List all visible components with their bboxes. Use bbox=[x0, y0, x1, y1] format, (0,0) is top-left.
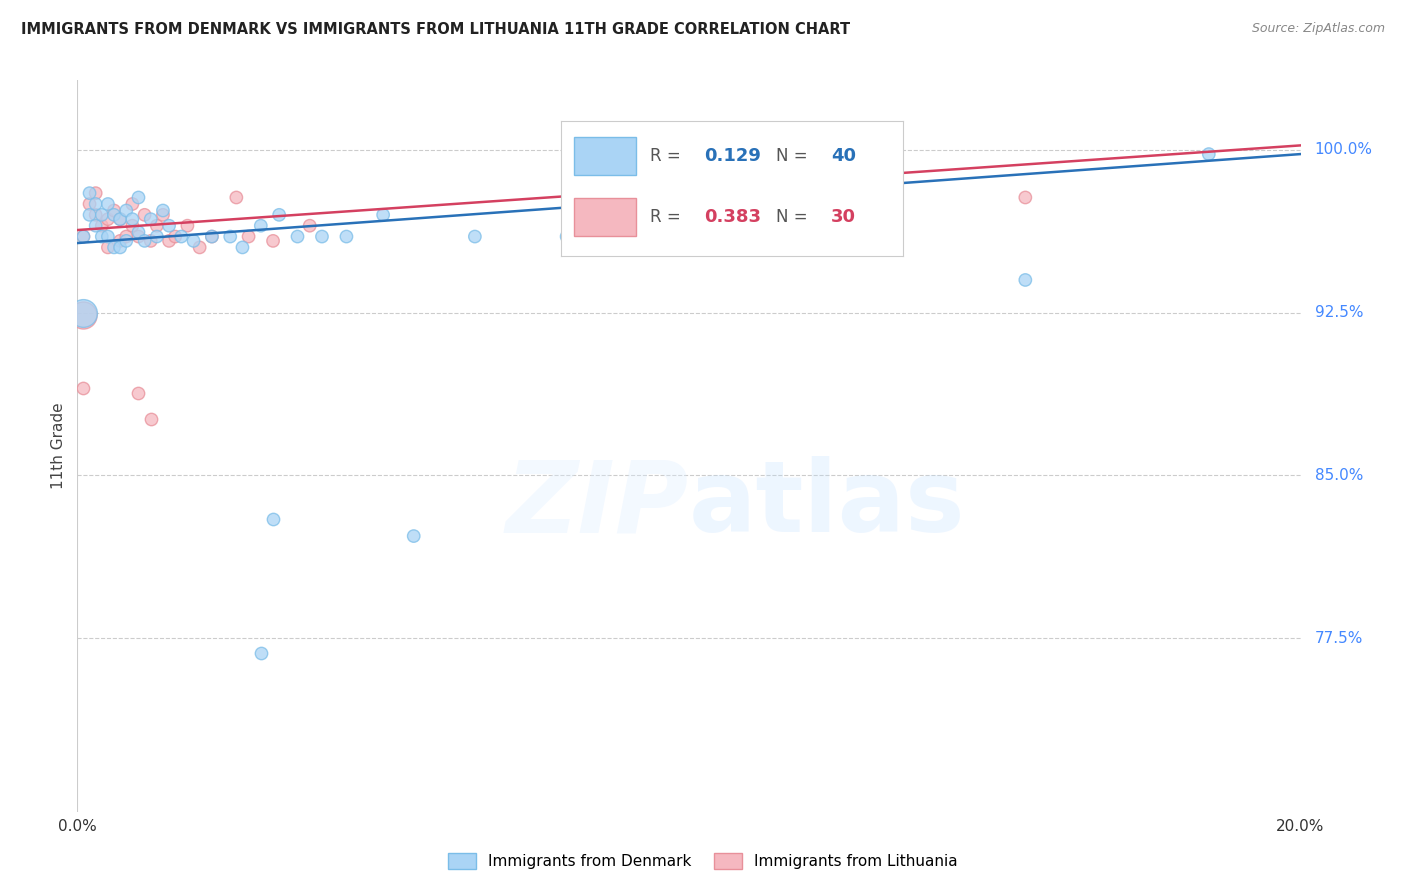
Point bbox=[103, 208, 125, 222]
Point bbox=[269, 208, 291, 222]
Point bbox=[238, 229, 260, 244]
Point bbox=[183, 234, 205, 248]
Point bbox=[146, 219, 169, 233]
Point bbox=[72, 229, 94, 244]
Point bbox=[90, 229, 112, 244]
Point bbox=[188, 240, 211, 254]
Point bbox=[84, 197, 107, 211]
Point bbox=[371, 208, 394, 222]
Text: Source: ZipAtlas.com: Source: ZipAtlas.com bbox=[1251, 22, 1385, 36]
Point bbox=[464, 229, 486, 244]
Point bbox=[139, 234, 162, 248]
Point bbox=[311, 229, 333, 244]
Point bbox=[287, 229, 309, 244]
Point bbox=[127, 385, 149, 400]
Point bbox=[134, 208, 156, 222]
Point bbox=[90, 219, 112, 233]
Point bbox=[146, 229, 169, 244]
Point bbox=[79, 197, 101, 211]
Point bbox=[1014, 190, 1036, 204]
Point bbox=[170, 229, 193, 244]
Text: 100.0%: 100.0% bbox=[1315, 142, 1372, 157]
Point bbox=[152, 203, 174, 218]
Point bbox=[1198, 147, 1220, 161]
Point bbox=[97, 240, 120, 254]
Point bbox=[108, 240, 131, 254]
Point bbox=[121, 219, 143, 233]
Text: 77.5%: 77.5% bbox=[1315, 631, 1362, 646]
Point bbox=[84, 219, 107, 233]
Text: R =: R = bbox=[650, 146, 681, 165]
Text: N =: N = bbox=[776, 146, 808, 165]
Point bbox=[139, 412, 162, 426]
Point bbox=[103, 203, 125, 218]
Text: N =: N = bbox=[776, 208, 808, 226]
Text: ZIP: ZIP bbox=[506, 456, 689, 553]
Point bbox=[225, 190, 247, 204]
Text: 0.129: 0.129 bbox=[704, 146, 761, 165]
Point bbox=[402, 529, 425, 543]
Point bbox=[176, 219, 198, 233]
Point bbox=[79, 208, 101, 222]
Point bbox=[157, 219, 180, 233]
Point bbox=[335, 229, 357, 244]
Point bbox=[72, 382, 94, 396]
Point bbox=[127, 229, 149, 244]
Point bbox=[127, 225, 149, 239]
Legend: Immigrants from Denmark, Immigrants from Lithuania: Immigrants from Denmark, Immigrants from… bbox=[443, 847, 963, 875]
Point bbox=[152, 208, 174, 222]
Point bbox=[862, 208, 884, 222]
Point bbox=[127, 190, 149, 204]
Point bbox=[157, 234, 180, 248]
Point bbox=[231, 240, 253, 254]
Point bbox=[1014, 273, 1036, 287]
Text: 30: 30 bbox=[831, 208, 856, 226]
Point bbox=[165, 229, 187, 244]
Point bbox=[250, 646, 273, 660]
Text: 0.383: 0.383 bbox=[704, 208, 762, 226]
Text: 85.0%: 85.0% bbox=[1315, 467, 1362, 483]
Point bbox=[219, 229, 242, 244]
Text: 40: 40 bbox=[831, 146, 856, 165]
FancyBboxPatch shape bbox=[574, 136, 636, 175]
Point bbox=[134, 234, 156, 248]
Point bbox=[201, 229, 224, 244]
Y-axis label: 11th Grade: 11th Grade bbox=[51, 402, 66, 490]
Point bbox=[72, 305, 94, 319]
Point bbox=[97, 197, 120, 211]
Point bbox=[84, 208, 107, 222]
Text: atlas: atlas bbox=[689, 456, 966, 553]
Point bbox=[115, 234, 138, 248]
Point bbox=[262, 512, 284, 526]
Point bbox=[262, 234, 284, 248]
Point bbox=[862, 153, 884, 168]
FancyBboxPatch shape bbox=[574, 198, 636, 235]
Point bbox=[201, 229, 224, 244]
Point bbox=[121, 212, 143, 227]
Point bbox=[97, 212, 120, 227]
Point bbox=[108, 212, 131, 227]
Point bbox=[555, 229, 578, 244]
Point bbox=[108, 212, 131, 227]
Point bbox=[72, 308, 94, 322]
Text: 92.5%: 92.5% bbox=[1315, 305, 1362, 320]
Point bbox=[115, 203, 138, 218]
Point bbox=[115, 229, 138, 244]
Point bbox=[298, 219, 321, 233]
Point bbox=[121, 197, 143, 211]
Point bbox=[90, 208, 112, 222]
Point bbox=[84, 186, 107, 201]
Point bbox=[250, 219, 273, 233]
Point bbox=[72, 229, 94, 244]
Text: IMMIGRANTS FROM DENMARK VS IMMIGRANTS FROM LITHUANIA 11TH GRADE CORRELATION CHAR: IMMIGRANTS FROM DENMARK VS IMMIGRANTS FR… bbox=[21, 22, 851, 37]
Point bbox=[108, 234, 131, 248]
Point bbox=[103, 240, 125, 254]
Point bbox=[139, 212, 162, 227]
Point bbox=[97, 229, 120, 244]
Text: R =: R = bbox=[650, 208, 681, 226]
Point bbox=[79, 186, 101, 201]
